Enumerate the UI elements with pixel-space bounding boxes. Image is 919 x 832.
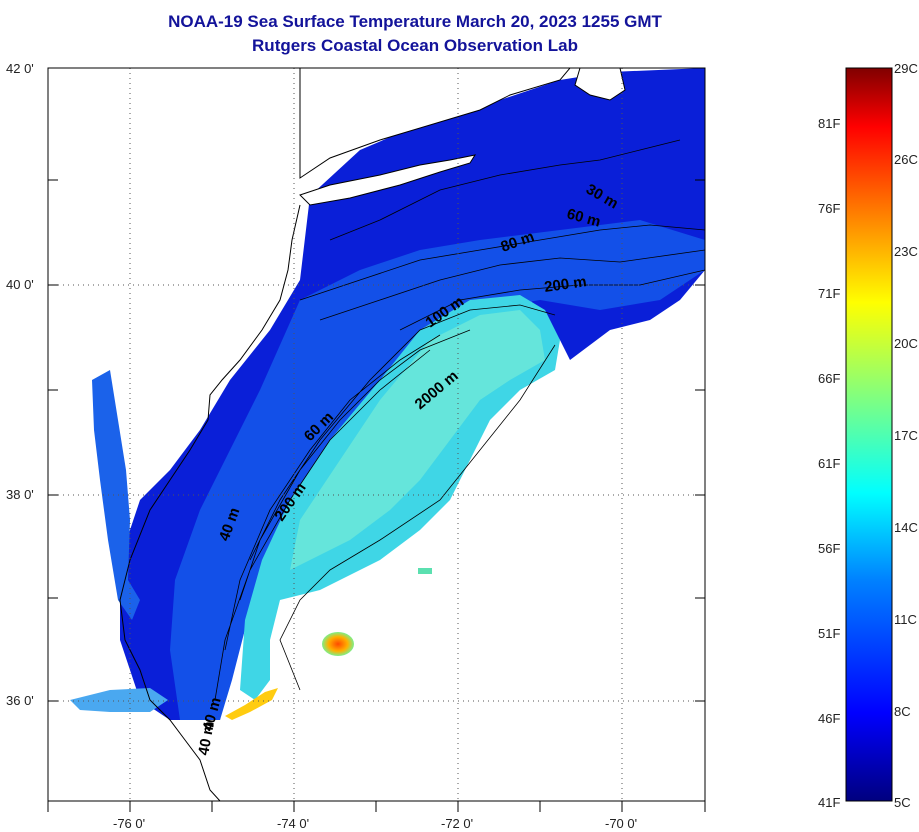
colorbar-c-label: 14C bbox=[894, 520, 918, 535]
lon-label: -76 0' bbox=[113, 816, 146, 831]
colorbar-f-label: 46F bbox=[818, 711, 841, 726]
colorbar bbox=[845, 67, 893, 802]
colorbar-f-label: 51F bbox=[818, 626, 841, 641]
shelf-water-region bbox=[170, 220, 705, 720]
axis-ticks bbox=[47, 179, 706, 812]
long-island bbox=[299, 154, 477, 206]
lon-label: -74 0' bbox=[277, 816, 310, 831]
bathymetry-contours bbox=[214, 139, 705, 701]
warm-band-edge bbox=[290, 310, 545, 570]
map-title: NOAA-19 Sea Surface Temperature March 20… bbox=[168, 12, 662, 31]
colorbar-f-label: 66F bbox=[818, 371, 841, 386]
colorbar-f-label: 61F bbox=[818, 456, 841, 471]
lat-label: 40 0' bbox=[6, 277, 34, 292]
lat-label: 38 0' bbox=[6, 487, 34, 502]
map-subtitle: Rutgers Coastal Ocean Observation Lab bbox=[252, 36, 578, 55]
colorbar-f-label: 71F bbox=[818, 286, 841, 301]
lon-label: -70 0' bbox=[605, 816, 638, 831]
colorbar-c-label: 29C bbox=[894, 61, 918, 76]
colorbar-c-label: 23C bbox=[894, 244, 918, 259]
colorbar-c-label: 26C bbox=[894, 152, 918, 167]
graticule bbox=[48, 68, 705, 801]
lon-label: -72 0' bbox=[441, 816, 474, 831]
colorbar-f-label: 41F bbox=[818, 795, 841, 810]
colorbar-c-label: 8C bbox=[894, 704, 911, 719]
lat-label: 36 0' bbox=[6, 693, 34, 708]
colorbar-f-label: 81F bbox=[818, 116, 841, 131]
sound-water bbox=[70, 688, 168, 712]
contour-label: 200 m bbox=[543, 273, 587, 296]
warm-eddy bbox=[322, 632, 354, 656]
new-england-coast bbox=[299, 68, 571, 179]
coastline bbox=[119, 204, 301, 801]
warm-coastal-patch bbox=[225, 688, 278, 720]
colorbar-c-label: 11C bbox=[894, 612, 917, 627]
lat-label: 42 0' bbox=[6, 61, 34, 76]
small-warm-patch bbox=[418, 568, 432, 574]
colorbar-c-label: 17C bbox=[894, 428, 918, 443]
contour-label: 40 m bbox=[195, 720, 218, 757]
colorbar-f-label: 76F bbox=[818, 201, 841, 216]
colorbar-c-label: 20C bbox=[894, 336, 918, 351]
colorbar-c-label: 5C bbox=[894, 795, 911, 810]
bay-water bbox=[92, 370, 140, 620]
colorbar-f-label: 56F bbox=[818, 541, 841, 556]
cape-cod bbox=[574, 68, 626, 101]
